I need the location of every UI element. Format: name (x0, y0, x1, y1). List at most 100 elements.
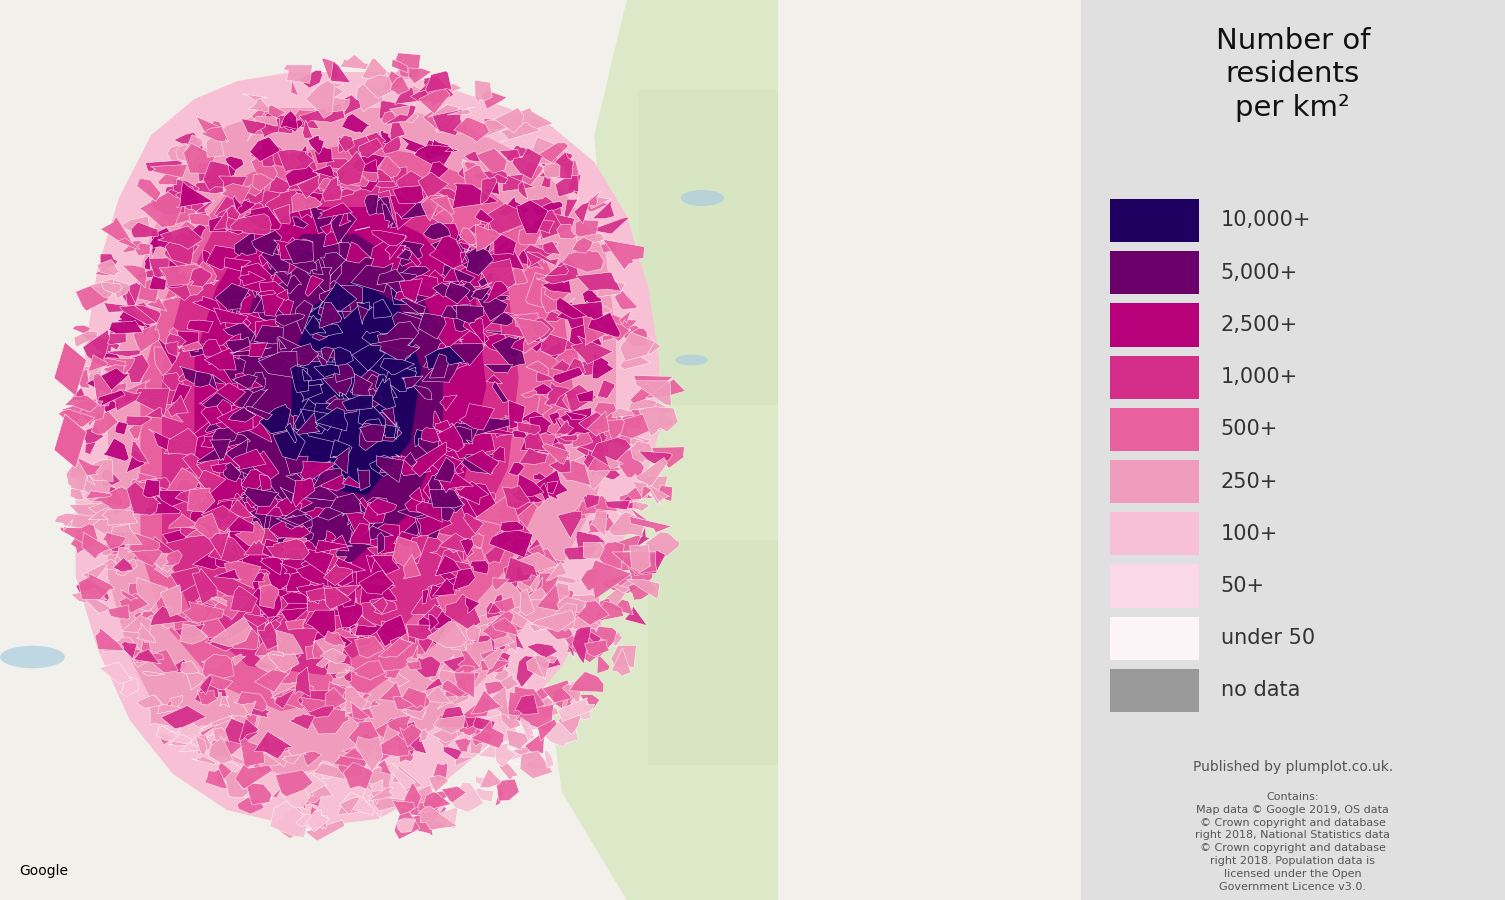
Polygon shape (433, 762, 447, 782)
Polygon shape (467, 638, 494, 667)
Polygon shape (141, 671, 164, 676)
Polygon shape (594, 601, 625, 622)
Polygon shape (640, 406, 679, 436)
Polygon shape (557, 511, 582, 538)
FancyBboxPatch shape (1111, 669, 1199, 712)
Polygon shape (191, 261, 217, 284)
Polygon shape (570, 336, 613, 364)
Polygon shape (250, 586, 281, 617)
Polygon shape (602, 574, 638, 593)
Polygon shape (102, 533, 126, 550)
FancyBboxPatch shape (1111, 408, 1199, 451)
Polygon shape (137, 695, 161, 708)
Polygon shape (557, 435, 581, 441)
Polygon shape (260, 248, 290, 274)
Polygon shape (423, 605, 442, 623)
Polygon shape (527, 252, 558, 266)
Polygon shape (570, 428, 607, 455)
Polygon shape (166, 341, 178, 356)
Polygon shape (554, 433, 591, 445)
Polygon shape (187, 671, 208, 690)
Polygon shape (400, 176, 409, 194)
Polygon shape (450, 665, 476, 680)
Polygon shape (585, 450, 602, 463)
Polygon shape (412, 86, 432, 102)
Polygon shape (537, 143, 569, 163)
Polygon shape (557, 698, 594, 722)
Polygon shape (438, 726, 465, 748)
Polygon shape (360, 734, 382, 749)
Polygon shape (333, 755, 367, 770)
Polygon shape (217, 400, 233, 419)
Polygon shape (400, 722, 427, 756)
Polygon shape (220, 287, 250, 305)
Polygon shape (445, 344, 483, 366)
Polygon shape (441, 787, 467, 803)
Polygon shape (372, 597, 388, 614)
Polygon shape (357, 693, 372, 706)
Polygon shape (486, 605, 509, 620)
Polygon shape (412, 385, 432, 400)
Polygon shape (334, 179, 361, 198)
Polygon shape (485, 364, 513, 373)
Polygon shape (590, 452, 620, 480)
Polygon shape (179, 262, 197, 275)
Polygon shape (473, 716, 495, 730)
Polygon shape (253, 283, 281, 303)
Polygon shape (333, 634, 352, 647)
Polygon shape (277, 337, 316, 362)
Polygon shape (319, 537, 334, 552)
Polygon shape (117, 380, 150, 398)
Polygon shape (438, 706, 468, 728)
Polygon shape (172, 383, 191, 404)
Polygon shape (313, 763, 348, 780)
Polygon shape (319, 371, 352, 397)
Polygon shape (631, 508, 649, 527)
Polygon shape (637, 457, 667, 487)
Polygon shape (408, 68, 432, 84)
Polygon shape (200, 675, 212, 695)
Polygon shape (158, 166, 184, 184)
Polygon shape (379, 681, 403, 702)
Polygon shape (292, 415, 310, 431)
Polygon shape (521, 716, 546, 735)
Polygon shape (390, 105, 409, 116)
Polygon shape (614, 414, 650, 438)
Polygon shape (399, 345, 420, 362)
Polygon shape (578, 301, 600, 328)
Polygon shape (176, 264, 199, 280)
Polygon shape (196, 116, 220, 133)
Polygon shape (292, 781, 333, 803)
Polygon shape (154, 346, 179, 375)
Polygon shape (521, 389, 539, 398)
Polygon shape (105, 533, 132, 552)
Polygon shape (298, 778, 313, 798)
Polygon shape (402, 367, 415, 380)
Polygon shape (114, 389, 141, 411)
Polygon shape (524, 734, 545, 753)
Polygon shape (497, 779, 519, 801)
Polygon shape (435, 123, 468, 134)
Polygon shape (345, 131, 379, 158)
Polygon shape (396, 731, 414, 762)
Polygon shape (217, 407, 253, 434)
Polygon shape (236, 714, 257, 732)
Polygon shape (184, 418, 229, 442)
Polygon shape (512, 747, 534, 760)
Polygon shape (114, 533, 140, 564)
Polygon shape (298, 362, 336, 382)
Polygon shape (516, 563, 531, 580)
Polygon shape (275, 770, 313, 796)
Polygon shape (179, 341, 203, 352)
Polygon shape (126, 482, 161, 516)
Polygon shape (114, 551, 137, 576)
Polygon shape (432, 578, 461, 596)
Polygon shape (393, 64, 418, 80)
Polygon shape (361, 331, 388, 349)
Polygon shape (178, 331, 199, 352)
Polygon shape (131, 479, 157, 514)
Polygon shape (369, 498, 397, 516)
Polygon shape (537, 719, 557, 742)
Polygon shape (582, 288, 602, 304)
Text: 10,000+: 10,000+ (1221, 211, 1311, 230)
